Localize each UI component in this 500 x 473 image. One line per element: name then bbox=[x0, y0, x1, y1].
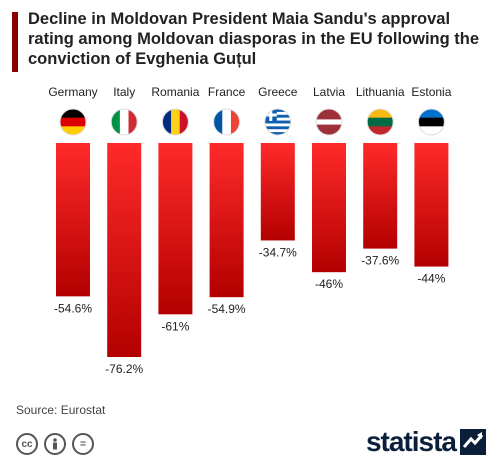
bar-germany bbox=[56, 143, 90, 297]
country-label: Estonia bbox=[411, 85, 451, 99]
italy-flag-icon bbox=[110, 108, 138, 136]
value-label: -54.9% bbox=[208, 302, 246, 316]
germany-flag-icon bbox=[59, 108, 87, 136]
greece-flag-icon bbox=[264, 108, 292, 136]
license-icons: cc = bbox=[16, 433, 94, 455]
bar-italy bbox=[107, 143, 142, 357]
country-label: Romania bbox=[151, 85, 199, 99]
country-label: Lithuania bbox=[356, 85, 405, 99]
estonia-flag-icon bbox=[417, 108, 445, 136]
romania-flag-icon bbox=[161, 108, 189, 136]
country-label: France bbox=[208, 85, 246, 99]
statista-mark-icon bbox=[460, 429, 486, 455]
source-note: Source: Eurostat bbox=[16, 403, 106, 417]
bar-chart: Germany -54.6% Italy -76.2% Romania -61% Franc… bbox=[48, 85, 451, 376]
bar-greece bbox=[260, 143, 295, 241]
country-label: Greece bbox=[258, 85, 298, 99]
country-label: Latvia bbox=[313, 85, 345, 99]
bar-estonia bbox=[414, 143, 449, 267]
value-label: -34.7% bbox=[259, 245, 297, 259]
statista-logo[interactable]: statista bbox=[366, 426, 486, 458]
bar-latvia bbox=[312, 143, 346, 273]
latvia-flag-icon bbox=[315, 108, 343, 136]
value-label: -44% bbox=[417, 272, 445, 286]
lithuania-flag-icon bbox=[366, 108, 394, 136]
country-label: Germany bbox=[48, 85, 97, 99]
value-label: -37.6% bbox=[361, 254, 399, 268]
value-label: -54.6% bbox=[54, 301, 92, 315]
cc-icon[interactable]: cc bbox=[16, 433, 38, 455]
value-label: -61% bbox=[161, 319, 189, 333]
bar-lithuania bbox=[363, 143, 398, 249]
france-flag-icon bbox=[213, 108, 241, 136]
attribution-icon[interactable] bbox=[44, 433, 66, 455]
title-accent-bar bbox=[12, 12, 18, 72]
value-label: -46% bbox=[315, 277, 343, 291]
value-label: -76.2% bbox=[105, 362, 143, 376]
no-derivatives-icon[interactable]: = bbox=[72, 433, 94, 455]
bar-romania bbox=[158, 143, 193, 315]
country-label: Italy bbox=[113, 85, 135, 99]
chart-title: Decline in Moldovan President Maia Sandu… bbox=[28, 10, 480, 68]
bar-france bbox=[209, 143, 244, 298]
brand-name: statista bbox=[365, 426, 457, 457]
